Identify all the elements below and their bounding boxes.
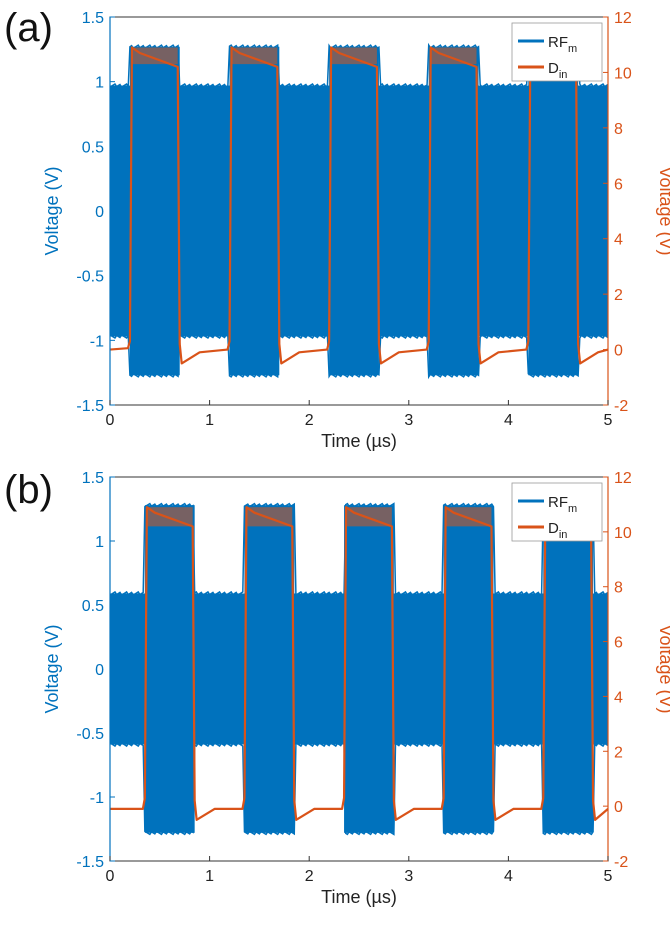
legend: RFm Din	[511, 482, 603, 542]
din-peak-noise	[445, 507, 492, 527]
y-right-tick-label: -2	[614, 398, 628, 415]
x-axis-label: Time (µs)	[321, 887, 397, 907]
x-tick-label: 3	[404, 868, 413, 885]
y-right-axis-label: Voltage (V)	[656, 166, 670, 255]
legend-box	[511, 482, 603, 542]
din-peak-noise	[331, 47, 377, 65]
y-left-tick-label: 1.5	[82, 10, 104, 27]
din-peak-noise	[430, 47, 477, 65]
x-tick-label: 4	[504, 868, 513, 885]
legend-box	[511, 22, 603, 82]
rf-envelope-on	[144, 505, 195, 833]
x-tick-label: 2	[305, 868, 314, 885]
rf-envelope-on	[528, 46, 579, 376]
rf-edge-bottom	[109, 741, 609, 836]
y-right-tick-label: 0	[614, 343, 623, 360]
rf-envelope-on	[428, 46, 479, 376]
y-right-tick-label: 10	[614, 525, 632, 542]
y-left-tick-label: -1.5	[76, 854, 104, 871]
x-tick-label: 2	[305, 412, 314, 429]
rf-edge-bottom	[109, 333, 609, 380]
x-tick-label: 1	[205, 412, 214, 429]
y-left-tick-label: 0	[95, 662, 104, 679]
y-right-tick-label: 4	[614, 232, 623, 249]
rf-envelope-on	[443, 505, 494, 833]
rf-envelope-on	[543, 505, 594, 833]
rf-envelope-on	[329, 46, 379, 376]
rf-envelope-on	[229, 46, 280, 376]
legend-label: Din	[548, 520, 567, 541]
x-tick-label: 0	[106, 412, 115, 429]
y-left-tick-label: -0.5	[76, 269, 104, 286]
y-left-tick-label: 1	[95, 75, 104, 92]
y-right-tick-label: 8	[614, 121, 623, 138]
rf-envelope-on	[129, 46, 180, 376]
y-left-tick-label: 0	[95, 204, 104, 221]
y-right-tick-label: -2	[614, 854, 628, 871]
legend-label: RFm	[548, 34, 577, 55]
y-left-tick-label: 0.5	[82, 598, 104, 615]
x-tick-label: 0	[106, 868, 115, 885]
chart-b-svg: 0 1 2 3 4 5-1.5-1-0.500.511.5-2024681012Time …	[42, 470, 670, 907]
y-left-axis-label: Voltage (V)	[42, 624, 62, 713]
rf-envelope-on	[244, 505, 295, 833]
legend-label: Din	[548, 60, 567, 81]
y-left-tick-label: 1.5	[82, 470, 104, 487]
x-axis-label: Time (µs)	[321, 431, 397, 451]
y-left-tick-label: 1	[95, 534, 104, 551]
chart-panel-a: (a) 0 1 2 3 4 5 -1.5 -1 -0.5 0 0.5 1 1.5 -2 0 2 4 6 8 10 12 T…	[0, 0, 670, 460]
din-peak-noise	[231, 47, 278, 65]
chart-a-svg: 0 1 2 3 4 5-1.5-1-0.500.511.5-2024681012Time …	[42, 10, 670, 451]
y-right-tick-label: 12	[614, 470, 632, 487]
y-left-axis-label: Voltage (V)	[42, 166, 62, 255]
x-tick-label: 3	[404, 412, 413, 429]
din-peak-noise	[246, 507, 293, 527]
din-peak-noise	[131, 47, 178, 65]
legend: RFm Din	[511, 22, 603, 82]
y-right-tick-label: 10	[614, 65, 632, 82]
din-peak-noise	[346, 507, 392, 527]
y-right-axis-label: Voltage (V)	[656, 624, 670, 713]
y-left-tick-label: -1	[90, 333, 104, 350]
y-right-tick-label: 0	[614, 799, 623, 816]
x-tick-label: 1	[205, 868, 214, 885]
y-right-tick-label: 2	[614, 744, 623, 761]
x-tick-label: 5	[604, 868, 613, 885]
y-right-tick-label: 6	[614, 176, 623, 193]
y-left-tick-label: -1.5	[76, 398, 104, 415]
panel-label: (a)	[4, 6, 53, 50]
y-right-tick-label: 8	[614, 580, 623, 597]
legend-label: RFm	[548, 494, 577, 515]
y-right-tick-label: 12	[614, 10, 632, 27]
chart-panel-b: (b) 0 1 2 3 4 5 -1.5 -1 -0.5 0 0.5 1 1.5 -2 0 2 4 6 8 10 12 T…	[0, 460, 670, 920]
y-left-tick-label: -0.5	[76, 726, 104, 743]
series-rf	[109, 42, 609, 380]
y-right-tick-label: 6	[614, 635, 623, 652]
din-peak-noise	[146, 507, 193, 527]
x-tick-label: 5	[604, 412, 613, 429]
y-left-tick-label: 0.5	[82, 139, 104, 156]
rf-edge-top	[109, 502, 609, 597]
rf-envelope-on	[344, 505, 394, 833]
x-tick-label: 4	[504, 412, 513, 429]
y-right-tick-label: 4	[614, 689, 623, 706]
y-right-tick-label: 2	[614, 287, 623, 304]
panel-label: (b)	[4, 468, 53, 512]
rf-edge-top	[109, 42, 609, 89]
y-left-tick-label: -1	[90, 790, 104, 807]
